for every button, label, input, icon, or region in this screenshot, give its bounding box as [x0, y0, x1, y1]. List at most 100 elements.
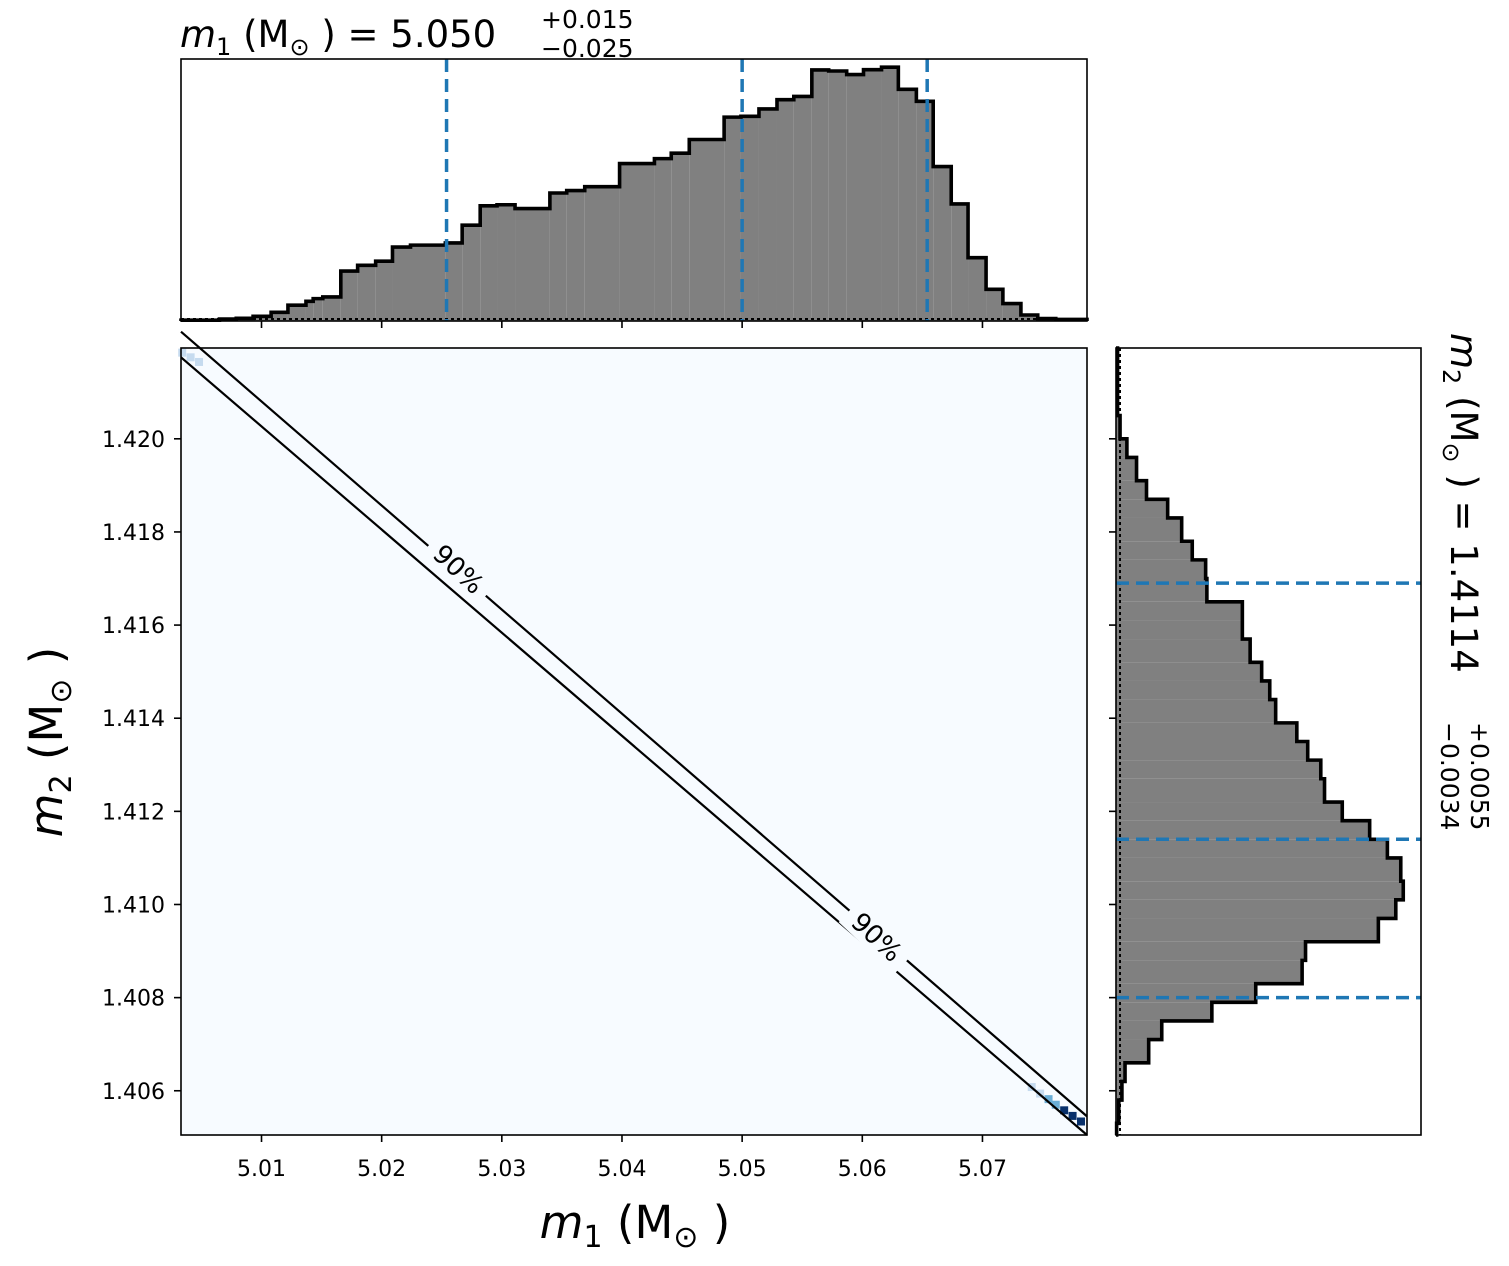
m1-quantile-lines — [444, 59, 929, 321]
m1-histogram-bar — [410, 245, 446, 321]
m1-histogram-bar — [392, 247, 411, 321]
m1-histogram-bar — [566, 190, 585, 321]
m1-title-eq: ) = — [310, 13, 391, 56]
m2-marginal-frame — [1115, 347, 1422, 1136]
m2-histogram-bar — [1116, 680, 1270, 700]
m1-title-var: m — [180, 13, 216, 56]
m1-histogram-bar — [811, 69, 829, 322]
x-tick-label: 5.05 — [718, 1157, 767, 1182]
m2-histogram-bar — [1116, 480, 1147, 500]
y-label-rest: (M — [20, 704, 73, 775]
y-tick-label: 1.410 — [102, 893, 165, 918]
m2-quantile-lines — [1116, 581, 1421, 1000]
m2-histogram-bar — [1116, 1081, 1122, 1101]
m1-histogram-bar — [933, 166, 952, 321]
y-label-end: ) — [20, 647, 73, 679]
m1-histogram — [179, 65, 1089, 322]
m2-title-var: m — [1442, 333, 1485, 369]
density-cell — [186, 353, 195, 362]
m1-title-median: 5.050 — [390, 13, 496, 56]
x-tick-label: 5.04 — [597, 1157, 646, 1182]
m1-histogram-bar — [322, 296, 341, 321]
m1-histogram-bar — [305, 301, 314, 321]
y-tick-label: 1.408 — [102, 987, 165, 1012]
y-tick-label: 1.420 — [102, 428, 165, 453]
density-cell — [195, 357, 204, 366]
density-cell — [1051, 1100, 1060, 1109]
joint-frame — [180, 347, 1088, 1136]
m2-histogram-bar — [1116, 438, 1127, 458]
m2-histogram-bar — [1116, 778, 1325, 803]
m2-title-minus: −0.0034 — [1435, 722, 1464, 830]
m2-histogram-bar — [1116, 899, 1396, 919]
m1-histogram-bar — [253, 316, 272, 321]
m2-histogram-bar — [1116, 983, 1256, 1003]
m1-histogram-bar — [654, 158, 672, 321]
m2-histogram-bar — [1116, 722, 1297, 742]
m2-histogram-bar — [1116, 820, 1370, 840]
m2-histogram — [1114, 346, 1406, 1137]
m2-histogram-bar — [1116, 1020, 1162, 1040]
x-label-var: m — [540, 1196, 584, 1249]
m1-marginal-ticks — [260, 321, 984, 328]
y-tick-label: 1.416 — [102, 614, 165, 639]
density-cell — [1076, 1117, 1085, 1126]
m1-histogram-bar — [480, 205, 498, 321]
m2-title-sub: 2 — [1437, 369, 1465, 384]
m2-histogram-bar — [1116, 620, 1243, 640]
m2-histogram-bar — [1116, 415, 1121, 439]
m2-histogram-bar — [1116, 960, 1303, 984]
m1-histogram-bar — [584, 186, 620, 321]
density-cell — [178, 348, 187, 357]
x-tick-label: 5.03 — [477, 1157, 526, 1182]
m2-marginal-title: m2 (M⊙ ) = 1.4114 — [1437, 333, 1485, 673]
m1-title-minus: −0.025 — [541, 34, 634, 63]
m2-histogram-bar — [1116, 601, 1243, 621]
m1-histogram-bar — [271, 312, 288, 321]
m1-histogram-bar — [986, 289, 1003, 321]
y-tick-label: 1.418 — [102, 521, 165, 546]
m1-histogram-bar — [497, 204, 516, 321]
x-axis-ticks: 5.01 5.02 5.03 5.04 5.05 5.06 5.07 — [237, 1135, 1007, 1182]
m1-histogram-bar — [793, 96, 812, 321]
m1-histogram-bar — [828, 71, 847, 321]
m1-title-unit: (M — [231, 13, 289, 56]
m1-histogram-bar — [846, 74, 864, 322]
m2-histogram-bar — [1116, 1062, 1126, 1082]
m2-marginal-panel: m2 (M⊙ ) = 1.4114 +0.0055 −0.0034 — [1109, 333, 1494, 1137]
m2-histogram-bar — [1116, 857, 1401, 882]
y-label-sub: 2 — [44, 774, 79, 793]
x-label-sun: ⊙ — [673, 1220, 698, 1255]
m2-histogram-bar — [1116, 918, 1379, 942]
m1-histogram-bar — [515, 208, 550, 321]
m1-histogram-bar — [375, 261, 393, 321]
m1-title-plus: +0.015 — [541, 5, 634, 34]
m1-title-sub: 1 — [216, 33, 231, 61]
contour-lines — [180, 330, 1088, 1136]
contour-line-90 — [180, 330, 1088, 1118]
m1-histogram-bar — [863, 69, 882, 321]
m2-histogram-bar — [1116, 839, 1388, 858]
m2-title-plus: +0.0055 — [1465, 722, 1494, 830]
m1-histogram-bar — [758, 108, 777, 321]
m1-histogram-bar — [740, 116, 759, 321]
m2-histogram-bar — [1116, 1039, 1149, 1063]
m1-histogram-bar — [898, 89, 917, 321]
m1-histogram-bar — [1020, 314, 1038, 321]
y-tick-label: 1.412 — [102, 800, 165, 825]
m1-histogram-bar — [1002, 303, 1021, 321]
m1-histogram-bar — [689, 139, 725, 321]
m2-title-median: 1.4114 — [1442, 543, 1485, 672]
y-tick-label: 1.414 — [102, 707, 165, 732]
density-background — [181, 348, 1087, 1135]
m2-histogram-bar — [1116, 741, 1308, 761]
m2-histogram-outline — [1114, 346, 1406, 1137]
m1-title-sun: ⊙ — [289, 33, 309, 61]
m1-histogram-bar — [671, 153, 690, 321]
m2-histogram-bar — [1116, 699, 1276, 723]
y-label-sun: ⊙ — [44, 679, 79, 704]
m1-marginal-title: m1 (M⊙ ) = 5.050 — [180, 13, 496, 61]
m1-histogram-bar — [340, 271, 358, 321]
m1-marginal-frame — [180, 58, 1088, 322]
y-tick-label: 1.406 — [102, 1080, 165, 1105]
